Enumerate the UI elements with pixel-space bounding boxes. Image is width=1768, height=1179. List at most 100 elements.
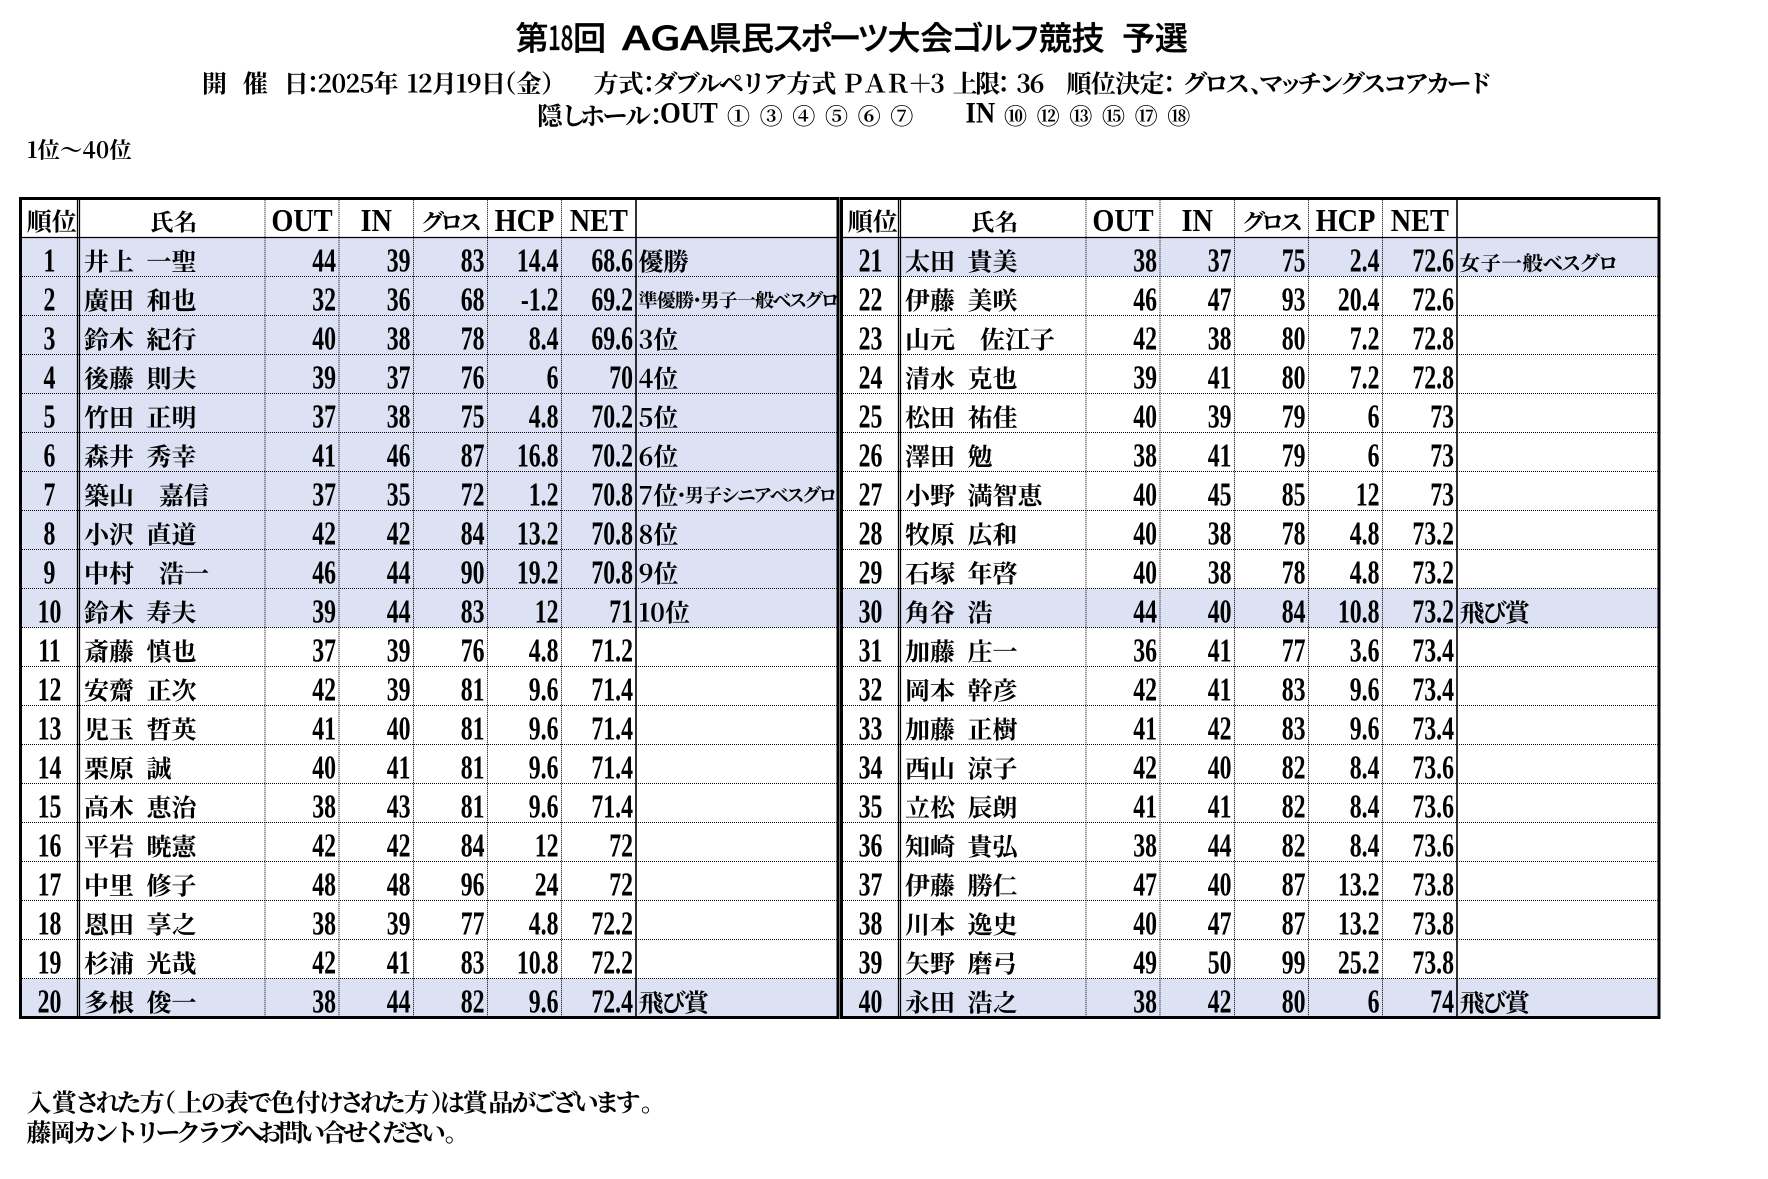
svg-text:40: 40: [312, 321, 336, 358]
svg-text:9.6: 9.6: [1350, 711, 1380, 748]
svg-text:73.8: 73.8: [1412, 945, 1454, 982]
svg-text:9.6: 9.6: [529, 750, 559, 787]
svg-text:73.4: 73.4: [1412, 633, 1454, 670]
svg-text:42: 42: [1133, 672, 1157, 709]
svg-text:82: 82: [1282, 750, 1306, 787]
svg-text:75: 75: [461, 399, 485, 436]
svg-text:29: 29: [859, 555, 883, 592]
svg-text:36: 36: [859, 828, 883, 865]
svg-text:84: 84: [1282, 594, 1306, 631]
svg-text:76: 76: [461, 360, 485, 397]
svg-text:77: 77: [1282, 633, 1306, 670]
svg-text:35: 35: [859, 789, 883, 826]
svg-text:42: 42: [312, 516, 336, 553]
svg-text:OUT: OUT: [660, 97, 718, 130]
svg-text:4.8: 4.8: [529, 399, 559, 436]
svg-text:37: 37: [387, 360, 411, 397]
svg-text:72.6: 72.6: [1412, 243, 1454, 280]
svg-text:38: 38: [312, 789, 336, 826]
svg-text:42: 42: [1208, 711, 1232, 748]
svg-text:83: 83: [461, 243, 485, 280]
svg-text:IN: IN: [1181, 202, 1213, 238]
svg-text:NET: NET: [1391, 202, 1449, 238]
svg-text:43: 43: [387, 789, 411, 826]
svg-text:28: 28: [859, 516, 883, 553]
svg-text:40: 40: [1133, 477, 1157, 514]
svg-text:37: 37: [312, 477, 336, 514]
svg-text:39: 39: [312, 360, 336, 397]
svg-text:HCP: HCP: [495, 202, 555, 238]
svg-text:39: 39: [387, 633, 411, 670]
svg-text:20: 20: [38, 984, 62, 1021]
svg-text:38: 38: [1208, 321, 1232, 358]
svg-text:44: 44: [387, 555, 411, 592]
svg-text:40: 40: [1208, 594, 1232, 631]
svg-text:41: 41: [1208, 672, 1232, 709]
svg-text:38: 38: [312, 984, 336, 1021]
svg-text:26: 26: [859, 438, 883, 475]
svg-text:72.8: 72.8: [1412, 360, 1454, 397]
svg-text:16.8: 16.8: [517, 438, 559, 475]
svg-text:24: 24: [535, 867, 559, 904]
svg-text:OUT: OUT: [1092, 202, 1153, 238]
svg-text:10: 10: [38, 594, 62, 631]
svg-text:NET: NET: [570, 202, 628, 238]
svg-text:81: 81: [461, 672, 485, 709]
svg-text:42: 42: [312, 672, 336, 709]
svg-text:44: 44: [1208, 828, 1232, 865]
svg-text:96: 96: [461, 867, 485, 904]
svg-text:2.4: 2.4: [1350, 243, 1380, 280]
svg-text:40: 40: [1133, 906, 1157, 943]
svg-text:48: 48: [387, 867, 411, 904]
svg-text:45: 45: [1208, 477, 1232, 514]
svg-text:44: 44: [1133, 594, 1157, 631]
svg-text:78: 78: [461, 321, 485, 358]
svg-text:1.2: 1.2: [529, 477, 559, 514]
svg-text:41: 41: [1208, 360, 1232, 397]
svg-text:40: 40: [387, 711, 411, 748]
svg-text:46: 46: [387, 438, 411, 475]
svg-text:82: 82: [1282, 828, 1306, 865]
svg-text:39: 39: [312, 594, 336, 631]
svg-text:71.4: 71.4: [591, 750, 633, 787]
svg-text:4.8: 4.8: [1350, 516, 1380, 553]
svg-text:41: 41: [312, 438, 336, 475]
svg-text:38: 38: [1133, 243, 1157, 280]
svg-text:75: 75: [1282, 243, 1306, 280]
svg-text:38: 38: [312, 906, 336, 943]
svg-text:70.8: 70.8: [591, 477, 633, 514]
svg-text:7: 7: [44, 477, 56, 514]
svg-text:12: 12: [535, 828, 559, 865]
svg-text:72: 72: [609, 828, 633, 865]
svg-text:70.2: 70.2: [591, 399, 633, 436]
svg-text:37: 37: [1208, 243, 1232, 280]
svg-text:48: 48: [312, 867, 336, 904]
svg-text:38: 38: [387, 399, 411, 436]
svg-text:83: 83: [461, 945, 485, 982]
svg-text:21: 21: [859, 243, 883, 280]
svg-text:36: 36: [387, 282, 411, 319]
svg-text:14.4: 14.4: [517, 243, 559, 280]
svg-text:80: 80: [1282, 360, 1306, 397]
svg-text:33: 33: [859, 711, 883, 748]
svg-text:70.8: 70.8: [591, 555, 633, 592]
svg-text:69.2: 69.2: [591, 282, 633, 319]
svg-text:72.8: 72.8: [1412, 321, 1454, 358]
svg-text:20.4: 20.4: [1338, 282, 1380, 319]
svg-text:41: 41: [1208, 438, 1232, 475]
svg-text:46: 46: [1133, 282, 1157, 319]
svg-text:73.6: 73.6: [1412, 828, 1454, 865]
svg-text:9.6: 9.6: [529, 711, 559, 748]
svg-text:38: 38: [859, 906, 883, 943]
svg-text:72.4: 72.4: [591, 984, 633, 1021]
svg-text:72.6: 72.6: [1412, 282, 1454, 319]
svg-text:IN: IN: [360, 202, 392, 238]
svg-text:72: 72: [609, 867, 633, 904]
svg-text:38: 38: [1133, 828, 1157, 865]
svg-text:83: 83: [461, 594, 485, 631]
svg-text:73.2: 73.2: [1412, 594, 1454, 631]
svg-text:73.6: 73.6: [1412, 789, 1454, 826]
svg-text:3: 3: [44, 321, 56, 358]
svg-text:41: 41: [312, 711, 336, 748]
svg-text:42: 42: [312, 945, 336, 982]
